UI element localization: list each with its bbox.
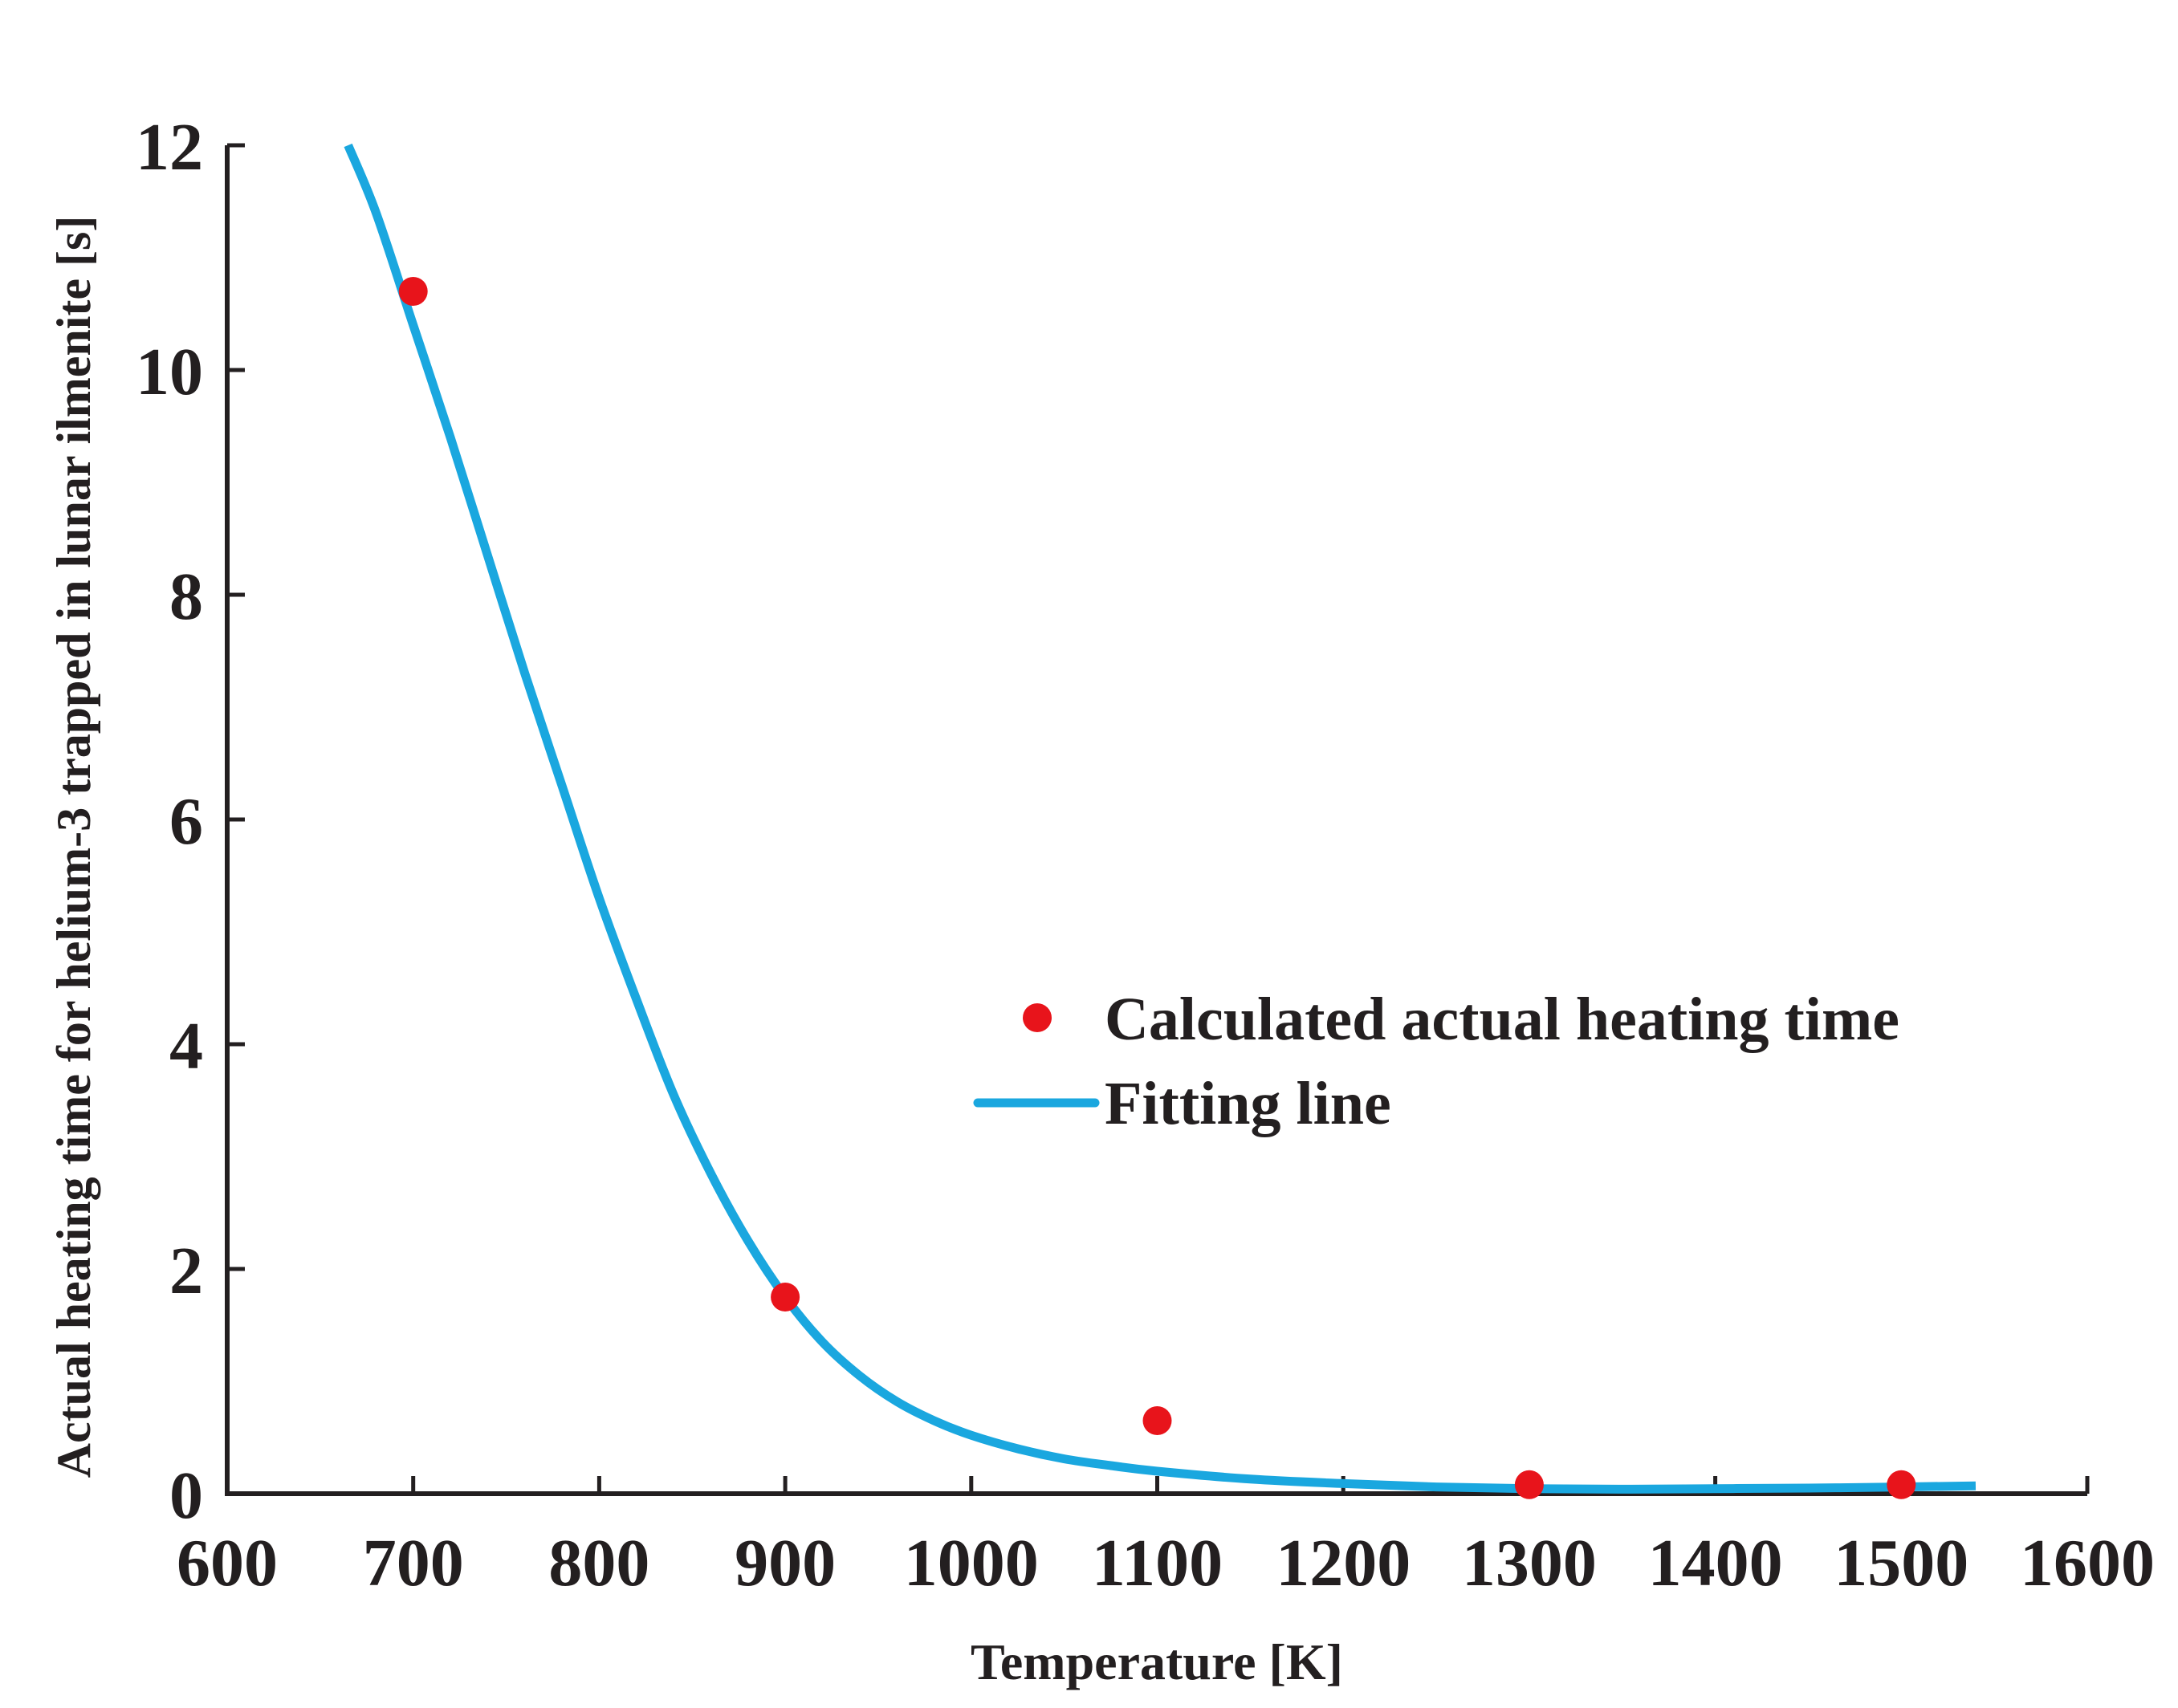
y-tick-label: 12 xyxy=(136,110,203,185)
x-tick-label: 800 xyxy=(548,1526,649,1600)
fitting-line-group xyxy=(344,143,1976,1494)
x-tick-label: 1600 xyxy=(2020,1526,2155,1600)
y-tick-label: 0 xyxy=(169,1458,203,1533)
data-point xyxy=(1887,1470,1916,1499)
y-ticks: 0 2 4 6 8 10 12 xyxy=(136,110,245,1533)
y-tick-label: 6 xyxy=(169,784,203,859)
legend-label-fitting: Fitting line xyxy=(1105,1070,1391,1137)
y-tick-label: 2 xyxy=(169,1234,203,1308)
y-tick-label: 8 xyxy=(169,559,203,634)
y-tick-label: 10 xyxy=(136,335,203,409)
x-tick-label: 1000 xyxy=(904,1526,1039,1600)
x-tick-label: 700 xyxy=(363,1526,464,1600)
x-tick-label: 1200 xyxy=(1276,1526,1411,1600)
y-axis-title: Actual heating time for helium-3 trapped… xyxy=(47,216,100,1478)
data-point xyxy=(1142,1406,1172,1435)
legend-label-calculated: Calculated actual heating time xyxy=(1105,986,1899,1053)
legend-marker-calculated xyxy=(1023,1003,1052,1032)
x-tick-label: 600 xyxy=(177,1526,278,1600)
x-tick-label: 1400 xyxy=(1648,1526,1783,1600)
x-axis-title: Temperature [K] xyxy=(971,1633,1343,1690)
y-tick-label: 4 xyxy=(169,1009,203,1084)
scatter-points xyxy=(398,277,1916,1499)
axes xyxy=(225,145,2087,1496)
x-tick-label: 1100 xyxy=(1092,1526,1223,1600)
x-tick-label: 1500 xyxy=(1834,1526,1968,1600)
data-point xyxy=(398,277,428,306)
fitting-line xyxy=(344,143,1976,1494)
x-tick-label: 1300 xyxy=(1462,1526,1597,1600)
legend: Calculated actual heating time Fitting l… xyxy=(973,986,1899,1137)
x-tick-label: 900 xyxy=(735,1526,836,1600)
x-ticks: 600 700 800 900 1000 1100 1200 1300 1400 1500 1600 xyxy=(177,1476,2155,1600)
data-point xyxy=(771,1283,800,1312)
data-point xyxy=(1514,1470,1544,1499)
